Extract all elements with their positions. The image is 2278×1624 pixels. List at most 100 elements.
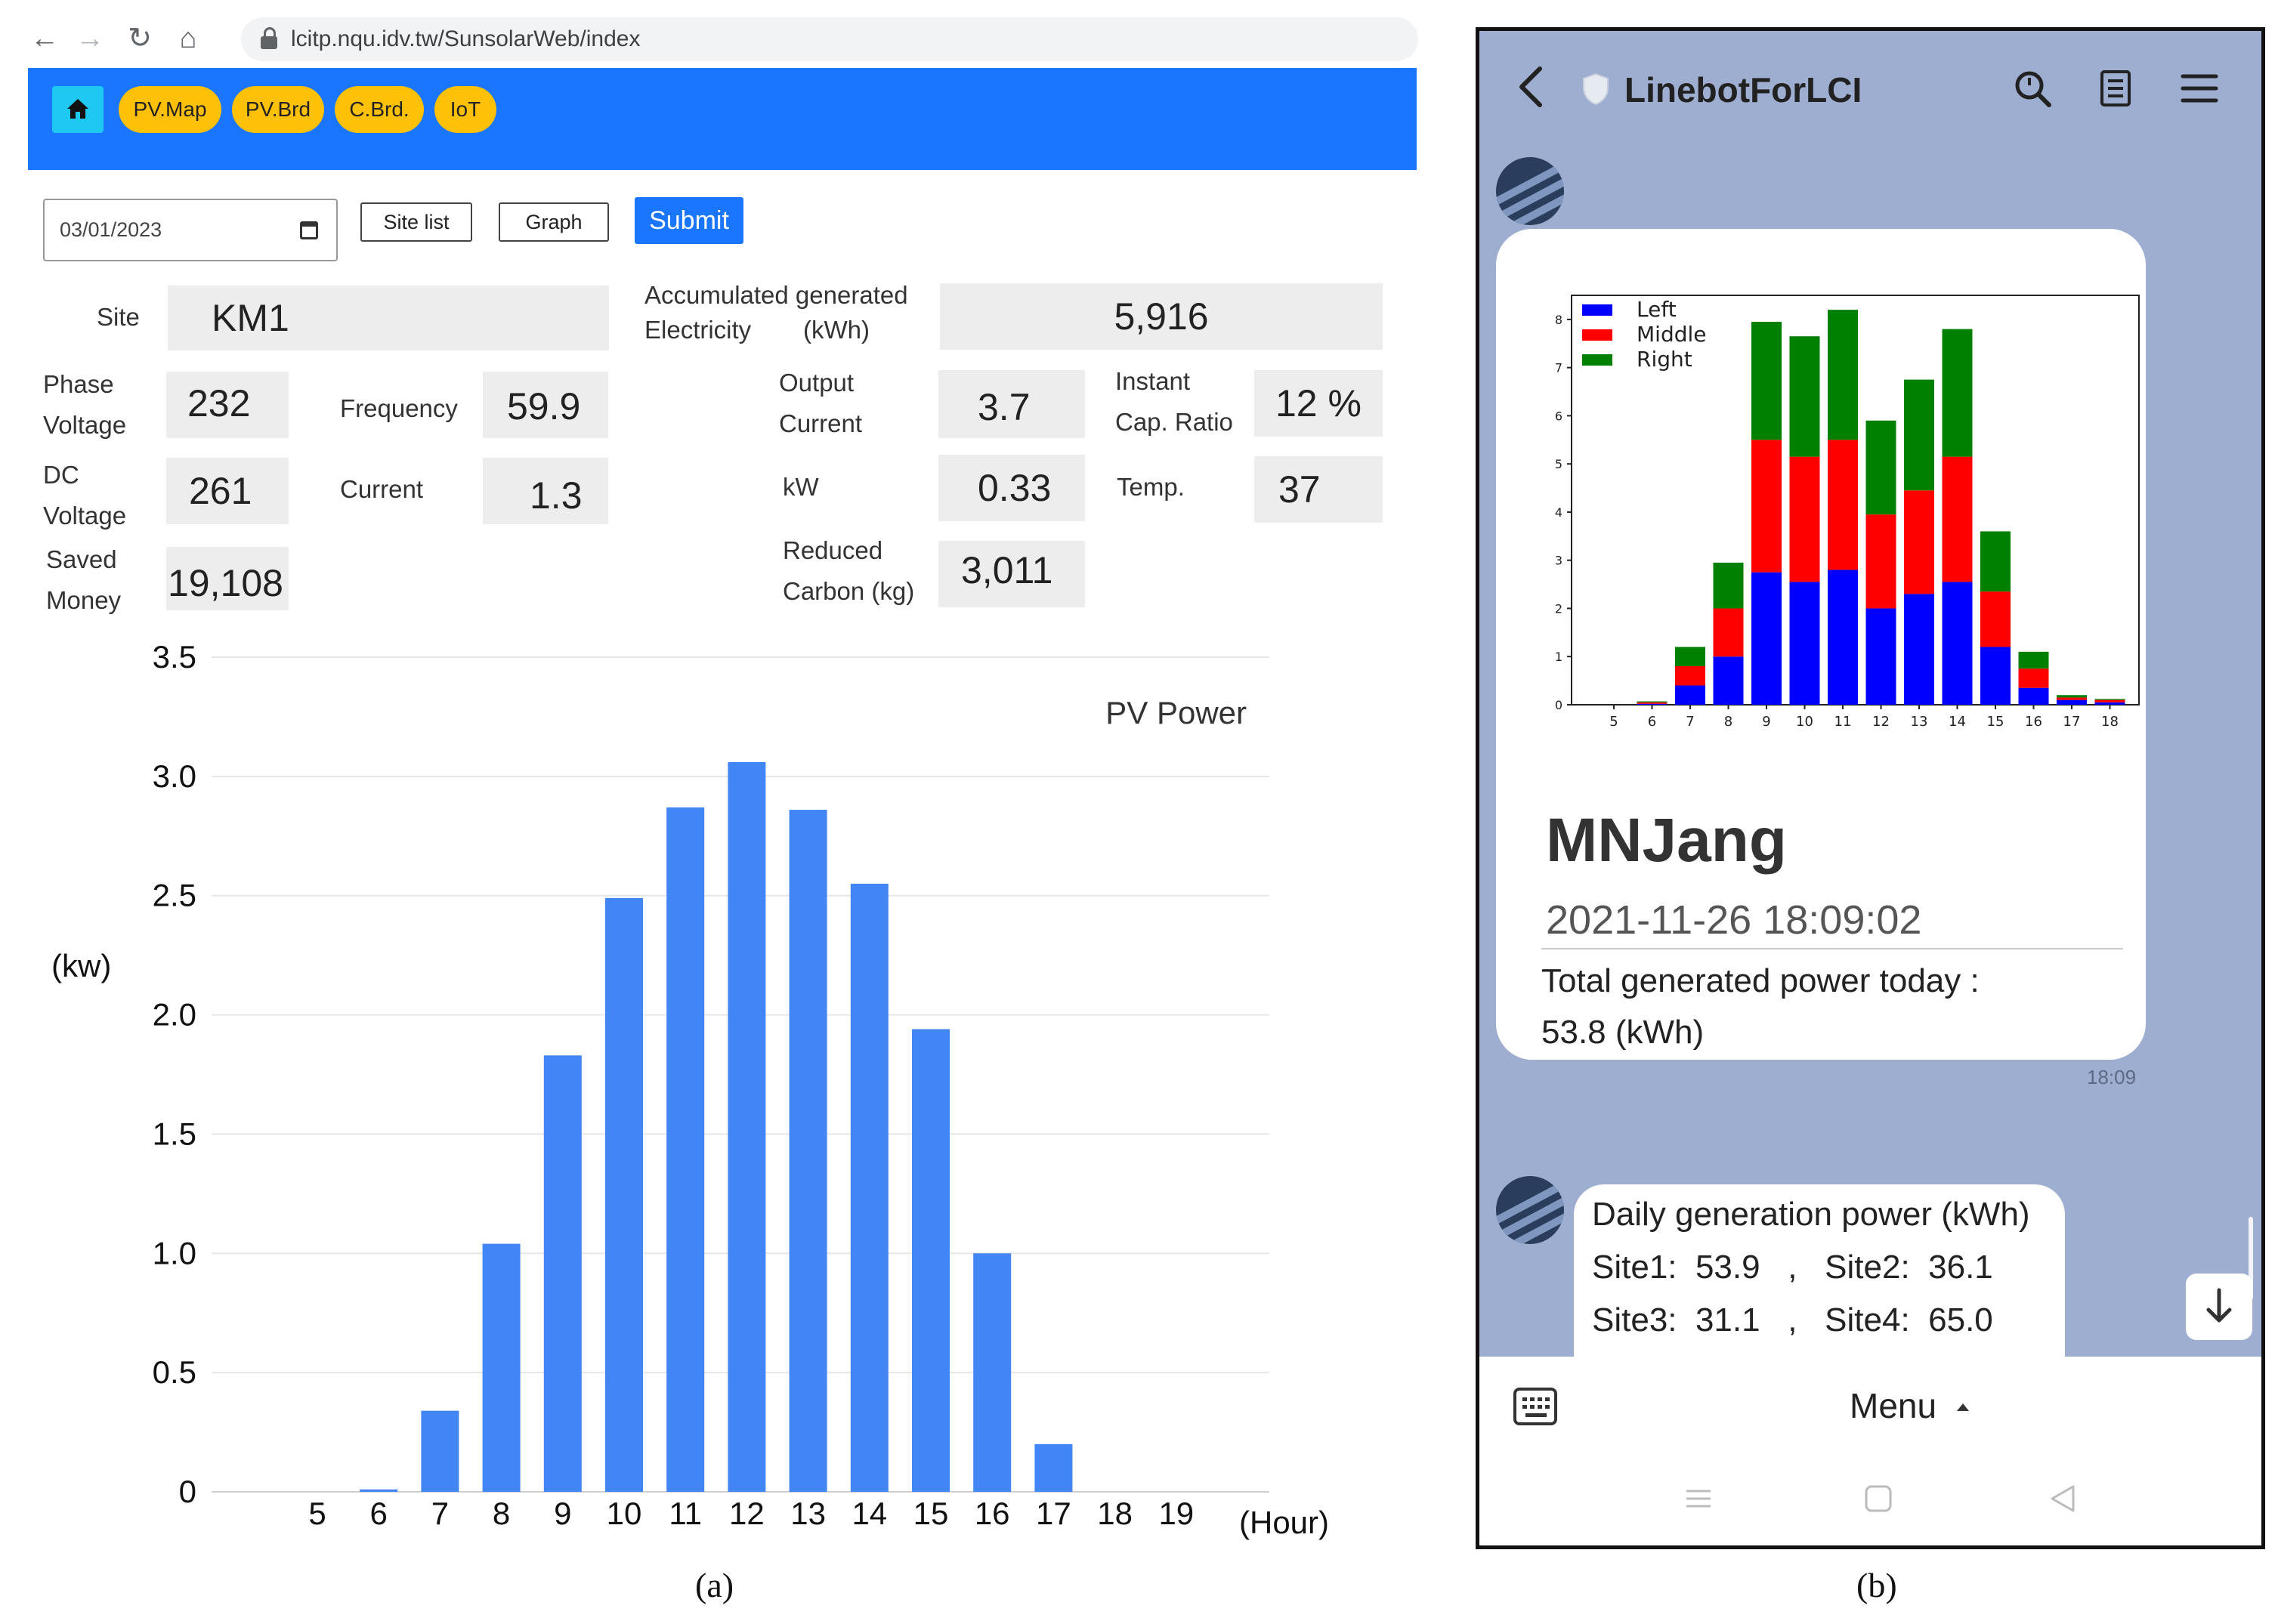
divider: [1541, 948, 2123, 949]
scrollbar[interactable]: [2249, 1217, 2253, 1300]
back-chevron-icon[interactable]: [1516, 64, 1546, 110]
x-tick-label: 15: [913, 1496, 949, 1531]
bar-right-15: [1980, 531, 2011, 592]
calendar-icon[interactable]: [300, 221, 318, 239]
x-tick-label: 12: [729, 1496, 765, 1531]
caret-up-icon: [1957, 1403, 1969, 1411]
y-tick-label: 1.0: [153, 1235, 196, 1270]
pv-power-chart: 0 0.5 1.0 1.5 2.0 2.5 3.0 3.5 5 6 7 8 9 10 11 12 13 14 15 1…: [51, 639, 1329, 1540]
output-current-label-2: Current: [779, 409, 863, 437]
bot-avatar[interactable]: [1496, 1176, 1564, 1244]
chat-header: LinebotForLCI: [1479, 31, 2261, 144]
x-tick-label: 9: [554, 1496, 571, 1531]
nav-pill-pv-brd[interactable]: PV.Brd: [232, 86, 324, 133]
x-tick-label: 10: [1796, 714, 1813, 730]
bar-left-10: [1789, 582, 1820, 705]
reduced-carbon-label-1: Reduced: [783, 536, 883, 564]
back-arrow-icon[interactable]: ←: [30, 23, 59, 54]
submit-button[interactable]: Submit: [635, 197, 743, 244]
chart-message-bubble: 0 1 2 3 4 5 6 7 8 5 6 7 8 9 10 11 12 13 14 15 16 17 18 Left Midd…: [1496, 229, 2146, 1060]
menu-icon[interactable]: [2178, 67, 2221, 110]
chat-title: LinebotForLCI: [1624, 70, 1862, 110]
y-axis-label: (kw): [51, 948, 111, 983]
caption-a: (a): [695, 1566, 734, 1604]
phase-voltage-value: 232: [166, 372, 289, 438]
bar-left-13: [1904, 594, 1934, 705]
x-tick-label: 13: [1911, 714, 1928, 730]
phase-voltage-label-2: Voltage: [43, 411, 127, 439]
daily-line-2: Site3: 31.1 , Site4: 65.0: [1592, 1301, 1993, 1338]
bar-right-13: [1904, 379, 1934, 491]
y-tick-label: 0: [179, 1474, 196, 1509]
output-current-label-1: Output: [779, 369, 855, 397]
accumulated-label-3: (kWh): [803, 316, 870, 344]
y-tick-label: 3: [1555, 554, 1562, 568]
x-tick-label: 17: [2063, 714, 2081, 730]
x-tick-label: 7: [431, 1496, 449, 1531]
sender-name: MNJang: [1546, 806, 1787, 875]
bar-middle-18: [2094, 699, 2125, 702]
bar-middle-12: [1865, 514, 1896, 609]
bar-middle-7: [1675, 665, 1705, 686]
x-axis-label: (Hour): [1239, 1505, 1329, 1540]
cap-ratio-label-1: Instant: [1115, 367, 1191, 395]
bar-middle-11: [1828, 440, 1858, 570]
search-icon[interactable]: [2011, 67, 2054, 110]
down-arrow-icon: [2206, 1288, 2232, 1323]
frequency-label: Frequency: [340, 394, 458, 422]
output-current-value: 3.7: [938, 370, 1085, 438]
total-value: 53.8 (kWh): [1541, 1014, 1705, 1051]
bar-hour-13: [789, 810, 827, 1492]
total-label: Total generated power today :: [1541, 962, 1980, 999]
reload-icon[interactable]: ↻: [128, 23, 152, 54]
graph-button[interactable]: Graph: [499, 202, 609, 242]
temp-value: 37: [1254, 456, 1383, 523]
x-tick-label: 18: [2101, 714, 2119, 730]
home-button[interactable]: [52, 86, 104, 133]
bar-hour-14: [850, 883, 889, 1492]
home-icon[interactable]: ⌂: [179, 23, 197, 54]
y-tick-label: 1: [1555, 650, 1562, 664]
bar-left-6: [1637, 703, 1668, 705]
bar-left-17: [2057, 699, 2087, 705]
bar-right-12: [1865, 420, 1896, 515]
x-tick-label: 16: [975, 1496, 1010, 1531]
bar-hour-11: [666, 807, 705, 1492]
recent-apps-icon[interactable]: [1683, 1484, 1714, 1514]
chart-title: PV Power: [1105, 695, 1247, 730]
bar-middle-16: [2018, 668, 2049, 688]
bar-middle-14: [1942, 456, 1973, 582]
menu-button[interactable]: Menu: [1850, 1386, 1937, 1425]
date-value: 03/01/2023: [60, 218, 162, 241]
current-label: Current: [340, 475, 424, 503]
x-tick-label: 11: [1834, 714, 1852, 730]
nav-pill-c-brd[interactable]: C.Brd.: [335, 86, 424, 133]
nav-pill-pv-map[interactable]: PV.Map: [119, 86, 221, 133]
x-tick-label: 13: [790, 1496, 826, 1531]
address-bar[interactable]: lcitp.nqu.idv.tw/SunsolarWeb/index: [241, 17, 1418, 61]
site-list-button[interactable]: Site list: [360, 202, 472, 242]
forward-arrow-icon[interactable]: →: [76, 23, 104, 54]
nav-pill-iot[interactable]: IoT: [434, 86, 496, 133]
y-tick-label: 1.5: [153, 1116, 196, 1151]
y-tick-label: 6: [1555, 409, 1562, 423]
date-input[interactable]: 03/01/2023: [43, 199, 338, 261]
notes-icon[interactable]: [2094, 67, 2137, 110]
x-tick-label: 6: [1648, 714, 1656, 730]
home-square-icon[interactable]: [1863, 1484, 1893, 1514]
x-tick-label: 11: [669, 1496, 702, 1531]
x-tick-label: 6: [370, 1496, 388, 1531]
back-triangle-icon[interactable]: [2048, 1484, 2078, 1514]
bar-middle-13: [1904, 490, 1934, 594]
site-label: Site: [97, 303, 140, 331]
x-tick-label: 18: [1097, 1496, 1133, 1531]
daily-message-bubble: Daily generation power (kWh) Site1: 53.9…: [1574, 1184, 2065, 1388]
keyboard-icon[interactable]: [1513, 1387, 1558, 1426]
bar-hour-9: [543, 1055, 582, 1492]
caption-b: (b): [1856, 1566, 1897, 1604]
scroll-down-button[interactable]: [2186, 1274, 2252, 1340]
reduced-carbon-label-2: Carbon (kg): [783, 577, 915, 605]
bot-avatar[interactable]: [1496, 157, 1564, 225]
lock-icon: [261, 27, 277, 50]
y-tick-label: 2.5: [153, 878, 196, 913]
